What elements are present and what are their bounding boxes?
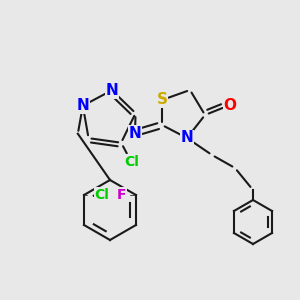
Text: N: N (129, 125, 141, 140)
Text: N: N (181, 130, 194, 146)
Text: S: S (157, 92, 167, 107)
Text: F: F (117, 188, 127, 202)
Text: Cl: Cl (94, 188, 110, 202)
Text: N: N (106, 83, 118, 98)
Text: Cl: Cl (124, 155, 139, 169)
Text: O: O (224, 98, 236, 112)
Text: N: N (76, 98, 89, 113)
